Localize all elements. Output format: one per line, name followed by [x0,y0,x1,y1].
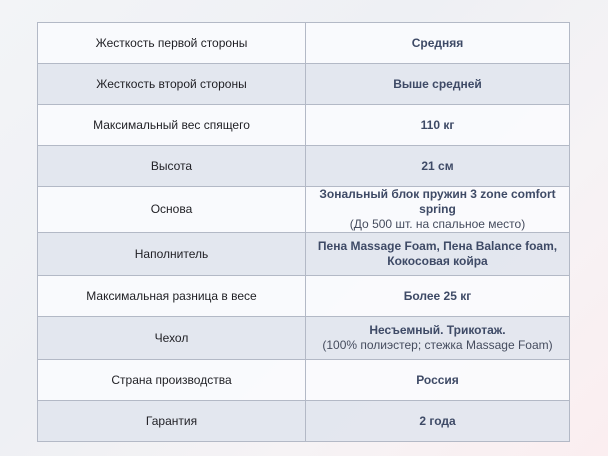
spec-value-text: 110 кг [420,117,455,132]
table-row: Высота 21 см [37,145,570,187]
spec-value-text: Зональный блок пружин 3 zone comfort spr… [319,187,556,216]
spec-value-text: Несъемный. Трикотаж. [369,323,506,337]
spec-value-note: (100% полиэстер; стежка Massage Foam) [322,338,553,352]
spec-value: Зональный блок пружин 3 zone comfort spr… [305,186,570,233]
spec-value-text: Пена Massage Foam, Пена Balance foam, Ко… [317,239,558,268]
spec-value: Несъемный. Трикотаж. (100% полиэстер; сте… [305,316,570,360]
spec-label: Максимальная разница в весе [37,275,306,317]
table-row: Наполнитель Пена Massage Foam, Пена Bala… [37,232,570,276]
table-row: Максимальная разница в весе Более 25 кг [37,275,570,317]
spec-label: Высота [37,145,306,187]
spec-value-text: Средняя [411,35,464,50]
spec-label: Жесткость второй стороны [37,63,306,105]
spec-value-text: 21 см [421,158,454,173]
spec-label: Жесткость первой стороны [37,22,306,64]
table-row: Гарантия 2 года [37,400,570,442]
table-row: Жесткость первой стороны Средняя [37,22,570,64]
spec-value-note: (До 500 шт. на спальное место) [349,217,526,231]
spec-value-text: Россия [416,372,459,387]
specifications-table: Жесткость первой стороны Средняя Жесткост… [37,22,570,442]
table-row: Чехол Несъемный. Трикотаж. (100% полиэсте… [37,316,570,360]
spec-value: 21 см [305,145,570,187]
spec-value-text: Выше средней [393,76,482,91]
table-row: Страна производства Россия [37,359,570,401]
table-row: Жесткость второй стороны Выше средней [37,63,570,105]
spec-label: Наполнитель [37,232,306,276]
spec-value: 2 года [305,400,570,442]
spec-label: Страна производства [37,359,306,401]
spec-value: Средняя [305,22,570,64]
spec-label: Максимальный вес спящего [37,104,306,146]
spec-value: Россия [305,359,570,401]
spec-value: Выше средней [305,63,570,105]
spec-value-text: Более 25 кг [403,288,472,303]
spec-value: Пена Massage Foam, Пена Balance foam, Ко… [305,232,570,276]
spec-value: Более 25 кг [305,275,570,317]
spec-label: Основа [37,186,306,233]
table-row: Максимальный вес спящего 110 кг [37,104,570,146]
spec-label: Чехол [37,316,306,360]
spec-value-text: 2 года [419,413,456,428]
table-row: Основа Зональный блок пружин 3 zone comf… [37,186,570,233]
spec-label: Гарантия [37,400,306,442]
spec-value: 110 кг [305,104,570,146]
